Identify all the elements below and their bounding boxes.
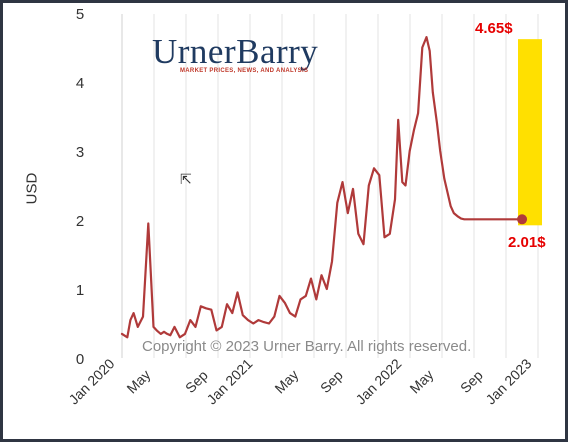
price-series-line: [120, 35, 524, 339]
y-tick-label: 5: [76, 6, 84, 23]
y-tick-label: 1: [76, 282, 84, 299]
current-annotation: 2.01$: [508, 234, 546, 251]
x-tick-label: May: [271, 366, 301, 396]
x-tick-label: Sep: [317, 367, 346, 396]
x-tick-label: May: [406, 366, 436, 396]
logo-wordmark: UrnerBarry: [152, 32, 319, 71]
urner-barry-logo: UrnerBarry MARKET PRICES, NEWS, AND ANAL…: [152, 32, 352, 75]
logo-tagline: MARKET PRICES, NEWS, AND ANALYSIS: [180, 68, 309, 74]
y-axis-label: USD: [23, 172, 41, 205]
x-tick-label: Jan 2021: [203, 355, 255, 407]
x-tick-label: May: [123, 366, 153, 396]
copyright-watermark: Copyright © 2023 Urner Barry. All rights…: [142, 338, 472, 355]
latest-value-marker: [517, 214, 528, 225]
y-tick-label: 0: [76, 351, 84, 368]
mouse-cursor-icon: ⇱: [180, 172, 192, 188]
x-tick-label: Sep: [457, 367, 486, 396]
x-tick-label: Jan 2023: [482, 355, 534, 407]
x-tick-label: Jan 2020: [65, 355, 117, 407]
plot-area: [122, 14, 542, 358]
highlight-band: [518, 39, 542, 226]
x-tick-label: Jan 2022: [352, 355, 404, 407]
y-tick-label: 4: [76, 75, 84, 92]
peak-annotation: 4.65$: [475, 20, 513, 37]
y-tick-label: 3: [76, 144, 84, 161]
y-tick-label: 2: [76, 213, 84, 230]
